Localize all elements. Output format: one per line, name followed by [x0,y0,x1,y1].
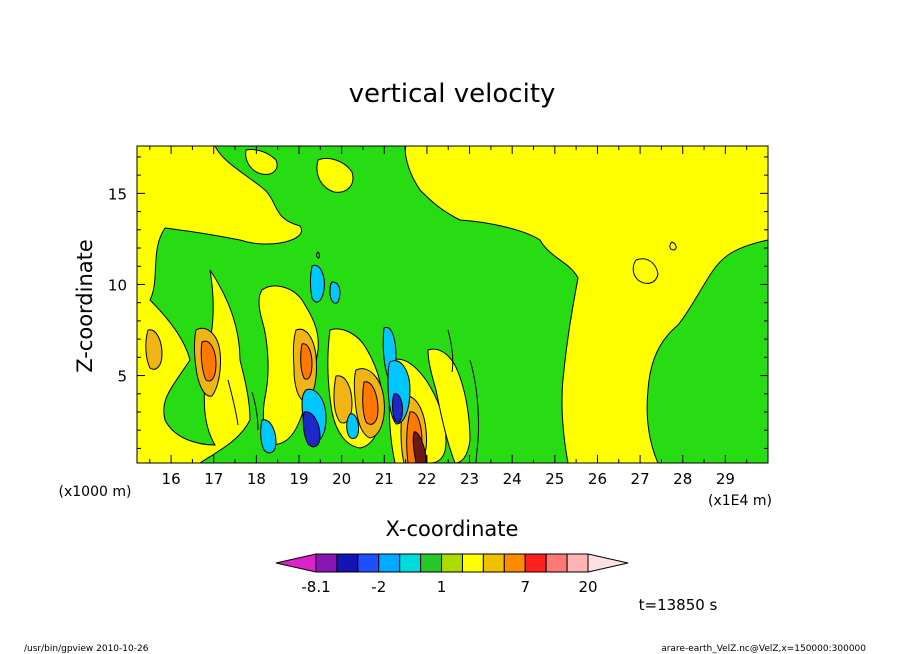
colorbar-label: 20 [578,578,597,596]
field-region [392,393,403,423]
colorbar-label: 7 [520,578,530,596]
colorbar-bin [524,553,547,573]
colorbar-bin [441,553,463,573]
field-region [137,146,303,463]
x-axis: 16 17 18 19 20 21 22 23 24 25 26 27 28 29 [149,146,748,488]
negative-strong-regions [302,393,403,448]
contour-line [251,391,259,431]
x-tick-label: 19 [289,470,308,488]
x-tick-label: 25 [545,470,564,488]
plot-frame [136,145,769,464]
chart-title: vertical velocity [349,79,556,109]
field-region [412,431,427,463]
colorbar-bin [378,553,401,573]
x-tick-label: 28 [673,470,692,488]
colorbar-label: -8.1 [301,578,330,596]
field-region [427,348,471,463]
x-tick-label: 24 [503,470,522,488]
x-scale-label: (x1E4 m) [708,493,772,509]
x-axis-title: X-coordinate [386,517,519,541]
field-region [404,146,768,463]
colorbar-bin [503,553,526,573]
colorbar-bin [357,553,380,573]
colorbar-bin [420,553,443,573]
y-tick-label: 5 [117,368,127,386]
field-region [145,329,163,370]
colorbar-label: 1 [437,578,447,596]
x-tick-label: 26 [588,470,607,488]
field-region [245,149,278,175]
footer-left: /usr/bin/gpview 2010-10-26 [24,644,149,654]
contour-line [316,251,320,259]
colorbar-bin [336,553,359,573]
field-region [200,340,217,382]
x-tick-label: 27 [631,470,650,488]
x-tick-label: 20 [332,470,351,488]
field-region [346,413,359,439]
y-axis-title: Z-coordinate [73,239,97,373]
y-tick-label: 15 [108,185,127,203]
positive-strong-regions [200,340,427,463]
field-region [329,281,341,304]
x-tick-label: 21 [375,470,394,488]
colorbar-bin [566,553,589,573]
colorbar-lower-extend [275,553,317,573]
field-region [362,381,379,425]
colorbar-bin [315,553,338,573]
x-tick-label: 17 [204,470,223,488]
field-region [300,343,313,380]
x-tick-label: 22 [417,470,436,488]
colorbar-bin [461,553,484,573]
colorbar-upper-extend [587,553,629,573]
field-region [260,419,277,454]
field-region [310,264,325,303]
colorbar-label: -2 [371,578,386,596]
x-tick-label: 29 [716,470,735,488]
contour-line [227,379,239,426]
footer-right: arare-earth_VelZ.nc@VelZ,x=150000:300000 [661,644,866,654]
x-tick-label: 23 [460,470,479,488]
colorbar: -8.1 -2 1 7 20 [275,553,629,596]
field-region [632,258,659,284]
y-axis: 5 10 15 [108,156,768,449]
contour-field [137,146,768,463]
colorbar-bin [399,553,422,573]
time-label: t=13850 s [639,596,718,614]
x-tick-label: 18 [247,470,266,488]
field-region [316,158,354,193]
x-alt-unit-label: (x1000 m) [59,484,132,500]
contour-lines [227,241,677,463]
x-tick-label: 16 [162,470,181,488]
field-region [302,411,321,448]
colorbar-bin [545,553,568,573]
contour-line [469,359,480,463]
colorbar-bin [482,553,505,573]
contour-line [447,329,454,373]
contour-line [669,241,677,251]
y-tick-label: 10 [108,276,127,294]
